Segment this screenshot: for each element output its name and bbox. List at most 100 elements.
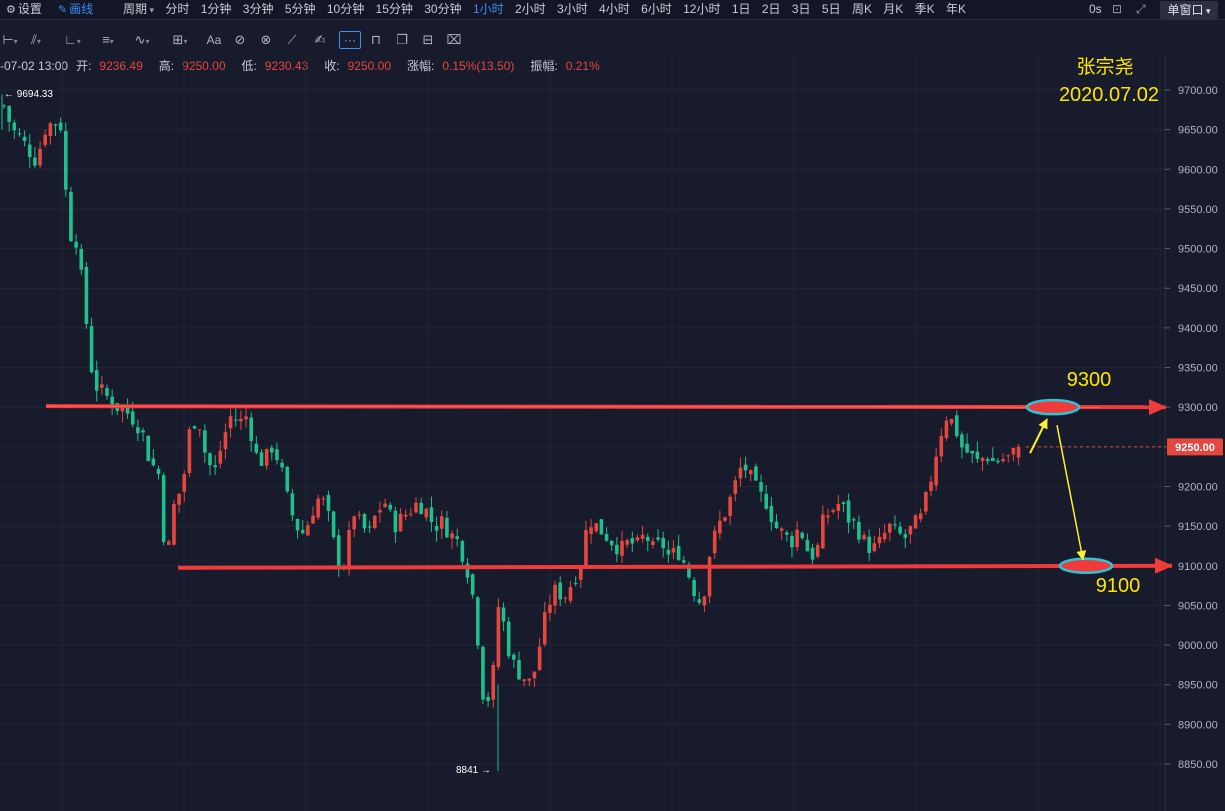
candle — [218, 440, 223, 469]
text-tool-icon[interactable]: Aa — [206, 33, 222, 47]
horizontal-lines-tool-icon[interactable]: ≡▾ — [102, 32, 114, 47]
candle-body — [151, 458, 156, 466]
candle-body — [512, 654, 516, 660]
current-price-label: 9250.00 — [1175, 442, 1215, 454]
candle-body — [867, 536, 871, 554]
pattern-tool-icon[interactable]: ⊘ — [234, 32, 246, 47]
resistance-line-thin — [45, 405, 1101, 408]
candle — [367, 520, 372, 534]
magnet-tool-icon[interactable]: ⋯ — [339, 31, 361, 49]
grid-tool-icon[interactable]: ⊞▾ — [172, 32, 188, 47]
candle — [609, 539, 614, 551]
candle-body — [682, 560, 686, 563]
candle — [491, 661, 496, 708]
copy-tool-icon[interactable]: ❐ — [396, 32, 408, 47]
visible-low-label: 8841 → — [456, 765, 491, 776]
candle-body — [228, 416, 233, 429]
candle-body — [336, 535, 341, 567]
candle — [455, 528, 459, 547]
period-12h[interactable]: 12小时 — [683, 2, 721, 16]
candle-body — [671, 548, 676, 553]
candle-body — [563, 597, 568, 599]
candle-body — [316, 498, 320, 518]
candle-body — [388, 504, 393, 510]
candle-body — [898, 526, 902, 534]
candle — [1016, 443, 1021, 466]
horizontal-ray-tool-icon[interactable]: ⊢▾ — [2, 32, 18, 47]
period-3min[interactable]: 3分钟 — [242, 2, 274, 16]
candle-body — [403, 514, 408, 517]
candle-body — [300, 529, 305, 534]
period-1min[interactable]: 1分钟 — [200, 2, 232, 16]
fullscreen-icon[interactable]: ⤢ — [1136, 2, 1146, 16]
candle — [748, 469, 753, 482]
hide-tool-icon[interactable]: ⊟ — [422, 32, 434, 47]
candle — [615, 536, 619, 562]
candle — [568, 581, 573, 604]
candle — [177, 493, 181, 514]
period-3d[interactable]: 3日 — [791, 2, 811, 16]
candle — [362, 512, 367, 533]
support-annotation: 9100 — [1096, 575, 1141, 597]
candle-body — [352, 516, 356, 530]
trash-icon[interactable]: ⌧ — [446, 32, 462, 47]
candle-body — [156, 468, 161, 475]
window-mode-select[interactable]: 单窗口 — [1160, 1, 1218, 19]
period-3h[interactable]: 3小时 — [557, 2, 588, 16]
eraser-tool-icon[interactable]: ⊗ — [260, 32, 272, 47]
period-year[interactable]: 年K — [946, 2, 967, 16]
candle-body — [764, 493, 768, 509]
candle — [1006, 454, 1011, 463]
period-10min[interactable]: 10分钟 — [326, 2, 365, 16]
period-30min[interactable]: 30分钟 — [424, 2, 462, 16]
period-15min[interactable]: 15分钟 — [375, 2, 413, 16]
draw-button[interactable]: ✎ 画线 — [58, 2, 93, 18]
period-5d[interactable]: 5日 — [821, 2, 841, 16]
candle — [38, 141, 42, 169]
candle — [589, 518, 593, 544]
period-menu[interactable]: 周期 — [123, 2, 154, 16]
period-1h[interactable]: 1小时 — [472, 2, 504, 16]
top-bar: ⚙设置 ✎画线 周期 分时 1分钟 3分钟 5分钟 10分钟 15分钟 30分钟… — [0, 0, 1225, 20]
candle-body — [161, 475, 166, 542]
candle-body — [862, 535, 866, 540]
candle — [738, 457, 743, 487]
candle — [800, 531, 805, 541]
candle-body — [203, 430, 207, 453]
ruler-tool-icon[interactable]: ⟋ — [287, 32, 297, 47]
wave-tool-icon[interactable]: ∿▾ — [134, 32, 150, 47]
price-tick-label: 8950.00 — [1178, 680, 1218, 692]
candle — [929, 475, 933, 497]
candle — [666, 540, 671, 563]
candle — [27, 134, 32, 168]
candle — [481, 645, 485, 705]
candle-body — [2, 105, 6, 107]
close-value: 9250.00 — [347, 59, 391, 73]
period-quarter[interactable]: 季K — [914, 2, 935, 16]
period-6h[interactable]: 6小时 — [641, 2, 672, 16]
period-2h[interactable]: 2小时 — [514, 2, 546, 16]
candle — [846, 493, 851, 534]
candle — [383, 498, 387, 508]
candle-body — [779, 528, 784, 531]
candle — [79, 244, 84, 276]
settings-button[interactable]: ⚙ 设置 — [6, 2, 42, 18]
period-4h[interactable]: 4小时 — [599, 2, 630, 16]
candle — [877, 527, 882, 548]
candle — [604, 527, 609, 543]
screenshot-icon[interactable]: ⊡ — [1112, 2, 1123, 16]
period-1d[interactable]: 1日 — [731, 2, 751, 16]
period-fenshi[interactable]: 分时 — [165, 2, 190, 16]
candle — [203, 424, 207, 463]
candle-body — [934, 456, 938, 486]
parallel-lines-tool-icon[interactable]: ⫽▾ — [31, 32, 41, 47]
candle-body — [589, 527, 593, 534]
period-2d[interactable]: 2日 — [761, 2, 781, 16]
angle-tool-icon[interactable]: ∟▾ — [64, 32, 81, 47]
period-month[interactable]: 月K — [883, 2, 904, 16]
period-5min[interactable]: 5分钟 — [284, 2, 316, 16]
period-week[interactable]: 周K — [851, 2, 872, 16]
lock-tool-icon[interactable]: ⊓ — [370, 32, 382, 47]
brush-tool-icon[interactable]: ✍ — [314, 32, 326, 47]
